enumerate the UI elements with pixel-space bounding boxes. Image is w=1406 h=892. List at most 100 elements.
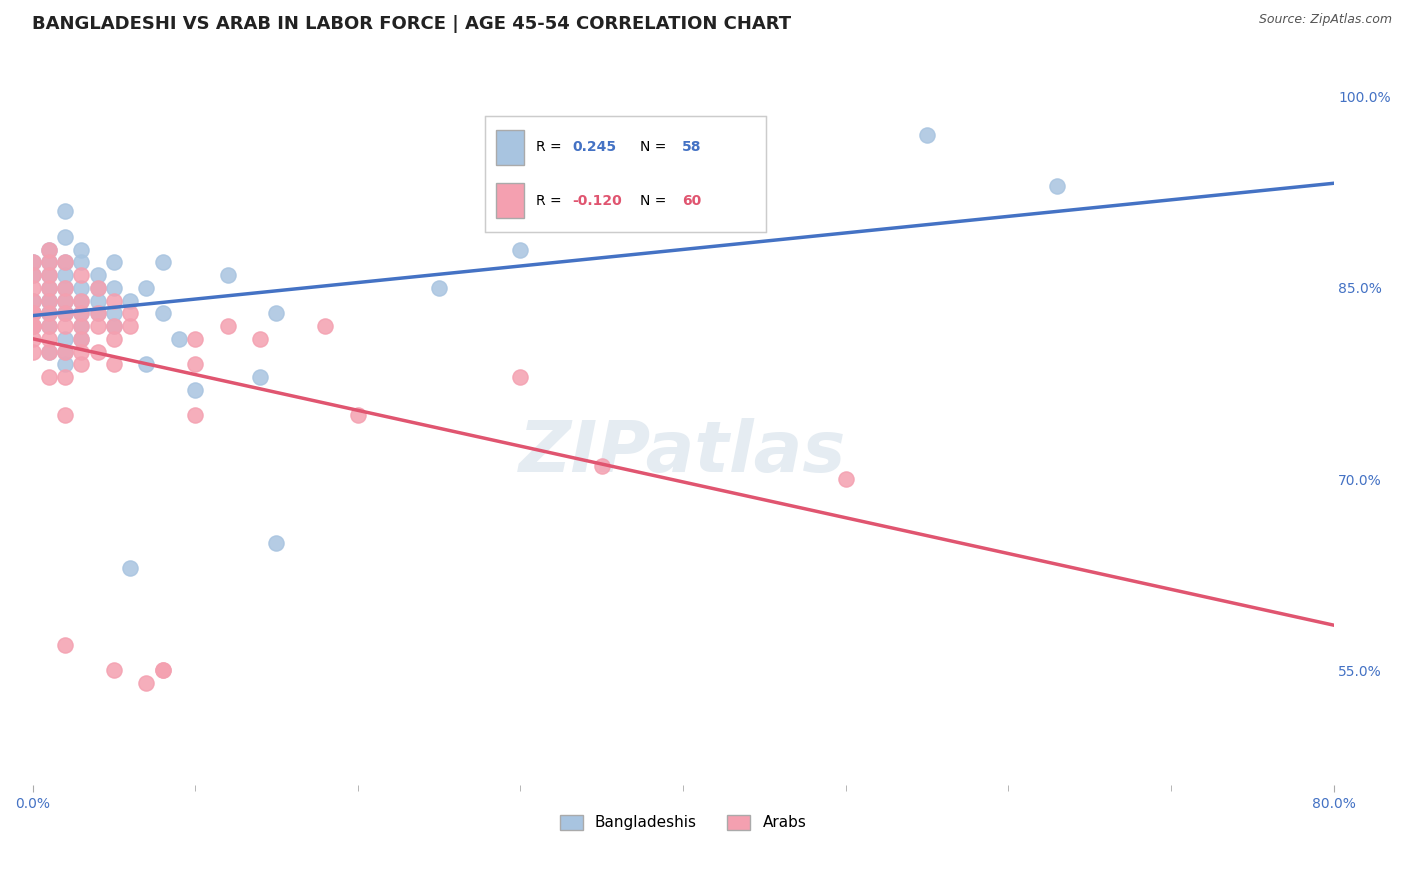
Point xyxy=(53,204,76,219)
Point xyxy=(38,268,60,282)
Point xyxy=(38,255,60,269)
Point xyxy=(53,281,76,295)
Text: R =: R = xyxy=(536,140,565,154)
Point xyxy=(21,281,44,295)
Point xyxy=(38,293,60,308)
Point xyxy=(38,281,60,295)
Point xyxy=(53,306,76,320)
Point xyxy=(152,255,174,269)
Point xyxy=(21,306,44,320)
Text: Source: ZipAtlas.com: Source: ZipAtlas.com xyxy=(1258,13,1392,27)
Point xyxy=(86,306,108,320)
Point xyxy=(21,332,44,346)
Point xyxy=(21,255,44,269)
Point xyxy=(53,293,76,308)
Point xyxy=(53,358,76,372)
Point xyxy=(21,268,44,282)
Point xyxy=(135,358,157,372)
Point xyxy=(53,281,76,295)
Point xyxy=(38,306,60,320)
Point xyxy=(266,536,288,550)
Point xyxy=(53,306,76,320)
Point xyxy=(1046,178,1069,193)
Point xyxy=(266,306,288,320)
Point xyxy=(70,344,93,359)
FancyBboxPatch shape xyxy=(496,183,524,218)
Point xyxy=(120,561,142,575)
Point xyxy=(53,293,76,308)
Point xyxy=(70,319,93,334)
Point xyxy=(53,409,76,423)
Text: 0.245: 0.245 xyxy=(572,140,616,154)
Point xyxy=(38,293,60,308)
Text: N =: N = xyxy=(640,140,671,154)
Point xyxy=(120,293,142,308)
Point xyxy=(70,306,93,320)
Point xyxy=(21,255,44,269)
Point xyxy=(38,268,60,282)
Point xyxy=(86,281,108,295)
Point xyxy=(38,243,60,257)
Point xyxy=(103,293,125,308)
Point xyxy=(86,319,108,334)
Point xyxy=(38,293,60,308)
Point xyxy=(346,409,368,423)
Point xyxy=(70,293,93,308)
Point xyxy=(249,332,271,346)
Point xyxy=(184,383,207,397)
Point xyxy=(152,664,174,678)
Legend: Bangladeshis, Arabs: Bangladeshis, Arabs xyxy=(554,808,813,837)
Point xyxy=(184,332,207,346)
Point xyxy=(217,268,239,282)
Point xyxy=(21,306,44,320)
Point xyxy=(86,306,108,320)
Point xyxy=(53,332,76,346)
Point xyxy=(834,472,856,486)
Point xyxy=(120,319,142,334)
Point xyxy=(38,306,60,320)
Point xyxy=(38,344,60,359)
Text: ZIPatlas: ZIPatlas xyxy=(519,417,846,487)
Point xyxy=(70,332,93,346)
Point xyxy=(103,255,125,269)
Point xyxy=(249,370,271,384)
Point xyxy=(184,409,207,423)
Point xyxy=(38,370,60,384)
Point xyxy=(21,306,44,320)
Point xyxy=(38,243,60,257)
Point xyxy=(21,293,44,308)
Text: 58: 58 xyxy=(682,140,702,154)
Point xyxy=(70,306,93,320)
Point xyxy=(591,459,613,474)
Point xyxy=(152,306,174,320)
Point xyxy=(70,243,93,257)
Point xyxy=(70,293,93,308)
Point xyxy=(53,344,76,359)
Text: 60: 60 xyxy=(682,194,702,208)
Point xyxy=(167,332,190,346)
Point xyxy=(53,344,76,359)
Point xyxy=(70,319,93,334)
Point xyxy=(120,306,142,320)
Point xyxy=(38,332,60,346)
Point xyxy=(70,255,93,269)
Point xyxy=(21,293,44,308)
Point xyxy=(915,128,938,142)
Point xyxy=(152,664,174,678)
Point xyxy=(53,230,76,244)
Point xyxy=(38,319,60,334)
Point xyxy=(53,370,76,384)
Text: N =: N = xyxy=(640,194,671,208)
Point xyxy=(103,664,125,678)
Point xyxy=(314,319,336,334)
Point xyxy=(38,344,60,359)
Point xyxy=(103,281,125,295)
Point xyxy=(70,332,93,346)
Point xyxy=(86,344,108,359)
Point xyxy=(103,306,125,320)
Point xyxy=(135,676,157,690)
Point xyxy=(70,358,93,372)
Point xyxy=(53,255,76,269)
Point xyxy=(53,319,76,334)
Text: BANGLADESHI VS ARAB IN LABOR FORCE | AGE 45-54 CORRELATION CHART: BANGLADESHI VS ARAB IN LABOR FORCE | AGE… xyxy=(32,15,792,33)
